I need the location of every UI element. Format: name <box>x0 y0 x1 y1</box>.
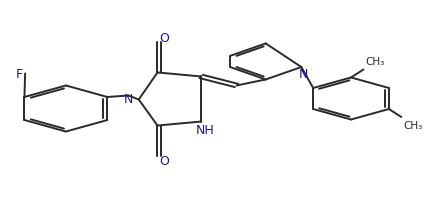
Text: CH₃: CH₃ <box>365 57 384 67</box>
Text: CH₃: CH₃ <box>403 120 422 130</box>
Text: N: N <box>298 67 308 80</box>
Text: NH: NH <box>196 123 214 136</box>
Text: O: O <box>158 32 168 45</box>
Text: F: F <box>15 68 23 81</box>
Text: N: N <box>124 93 133 105</box>
Text: O: O <box>158 154 168 167</box>
